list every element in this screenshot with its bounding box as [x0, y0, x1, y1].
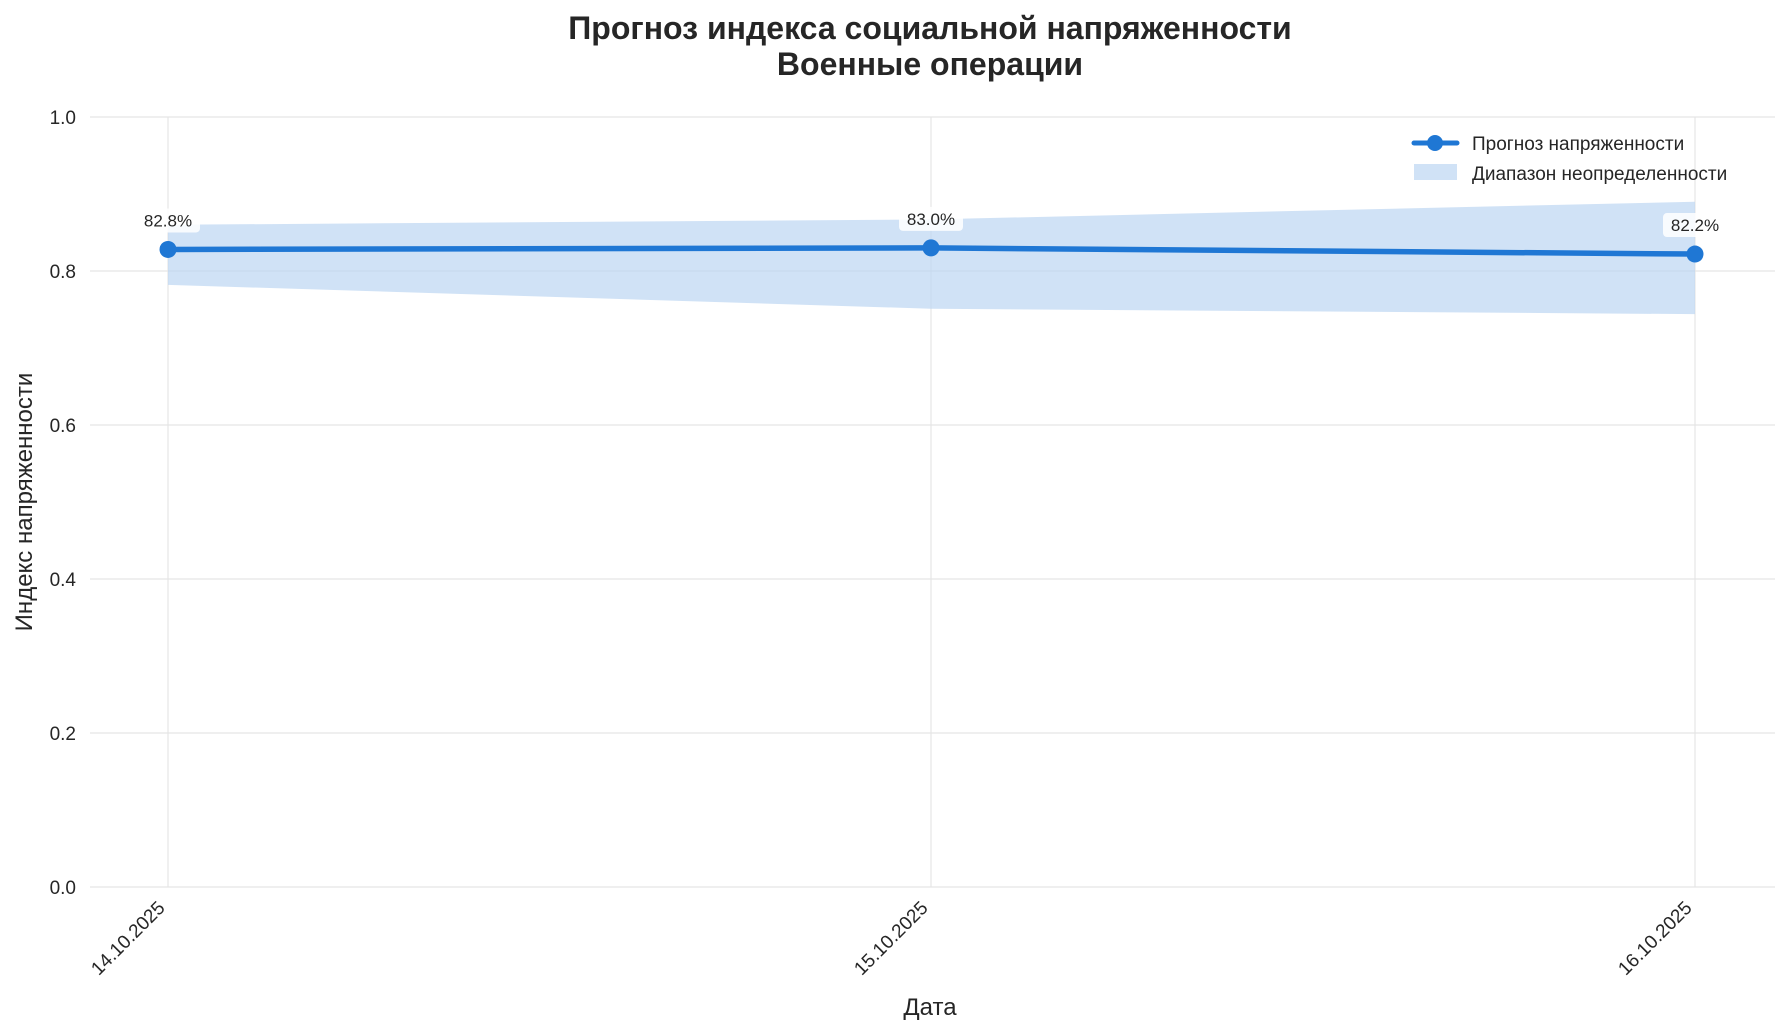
y-tick-label: 0.0 — [50, 878, 76, 899]
y-tick-label: 0.4 — [50, 570, 77, 591]
data-label-box — [136, 208, 200, 233]
legend-label-forecast: Прогноз напряженности — [1472, 134, 1684, 155]
uncertainty-band-group — [168, 201, 1695, 315]
legend-marker-swatch — [1427, 135, 1443, 151]
x-tick-label: 16.10.2025 — [1614, 898, 1696, 980]
data-label: 83.0% — [907, 210, 955, 229]
series-point — [922, 239, 940, 257]
data-label: 82.8% — [144, 211, 192, 230]
x-tick-label: 14.10.2025 — [87, 898, 169, 980]
legend-label-uncertainty: Диапазон неопределенности — [1472, 164, 1727, 185]
series-point — [159, 240, 177, 258]
data-label-box — [899, 206, 963, 231]
chart-subtitle: Военные операции — [777, 46, 1083, 82]
legend-band-swatch — [1414, 164, 1457, 180]
x-tick-label: 15.10.2025 — [850, 898, 932, 980]
x-axis-label: Дата — [903, 994, 957, 1021]
chart-title: Прогноз индекса социальной напряженности — [568, 10, 1291, 46]
data-labels-group: 82.8% 83.0% 82.2% — [136, 206, 1727, 238]
y-tick-label: 0.8 — [50, 262, 76, 283]
data-label: 82.2% — [1671, 216, 1719, 235]
series-point — [1686, 245, 1704, 263]
y-tick-label: 1.0 — [50, 108, 76, 129]
y-axis-label: Индекс напряженности — [11, 373, 38, 632]
y-tick-label: 0.2 — [50, 724, 76, 745]
data-label-box — [1663, 213, 1727, 238]
x-tick-labels: 14.10.2025 15.10.2025 16.10.2025 — [87, 898, 1696, 980]
uncertainty-band — [168, 201, 1695, 315]
y-tick-label: 0.6 — [50, 416, 76, 437]
series-group — [159, 239, 1704, 263]
legend: Прогноз напряженности Диапазон неопредел… — [1411, 134, 1727, 185]
y-tick-labels: 0.0 0.2 0.4 0.6 0.8 1.0 — [50, 108, 77, 899]
